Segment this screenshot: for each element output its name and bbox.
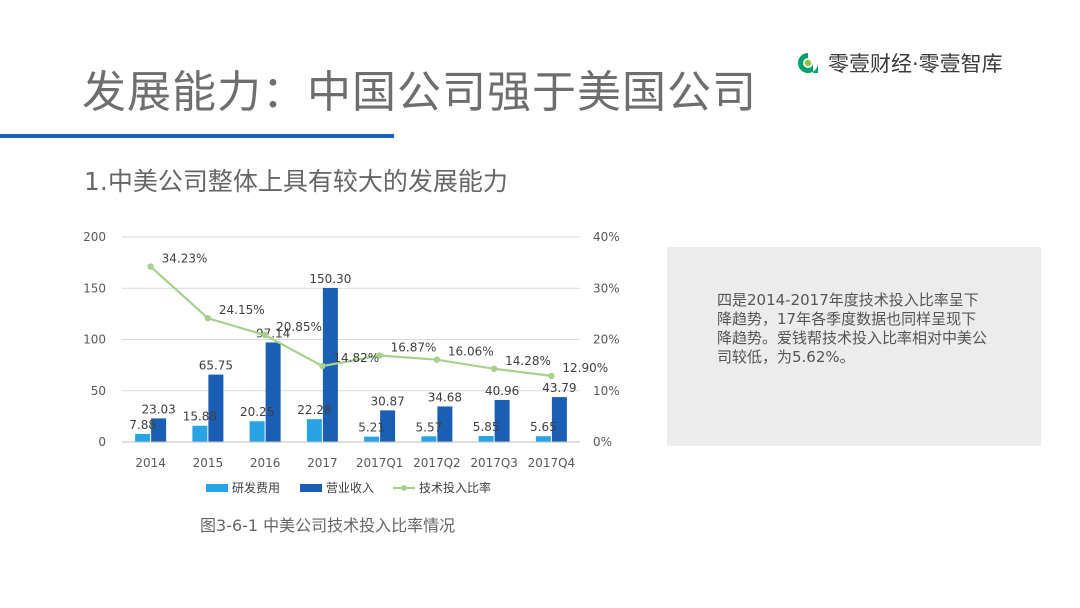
- x-tick-label: 2017Q3: [470, 456, 518, 470]
- bar-rd-expense: [192, 425, 208, 442]
- y-left-tick-label: 150: [83, 281, 106, 295]
- y-right-tick-label: 20%: [593, 333, 620, 347]
- legend-swatch-revenue: [300, 484, 322, 492]
- data-label-ratio: 16.06%: [448, 345, 494, 359]
- bar-rd-expense: [306, 419, 322, 442]
- y-left-tick-label: 50: [91, 384, 106, 398]
- y-left-tick-label: 100: [83, 333, 106, 347]
- bar-revenue: [380, 410, 396, 442]
- bar-revenue: [494, 400, 510, 442]
- legend-swatch-ratio-marker: [401, 485, 407, 491]
- data-label-ratio: 16.87%: [391, 341, 437, 355]
- bar-revenue: [208, 374, 224, 442]
- note-box: 四是2014-2017年度技术投入比率呈下降趋势，17年各季度数据也同样呈现下降…: [667, 247, 1041, 446]
- ratio-point: [204, 315, 212, 322]
- data-label-ratio: 14.28%: [505, 354, 551, 368]
- tech-investment-chart: 0 50 100 150 200 0% 10% 20% 30% 40% 7.88 23.03 2014 1…: [83, 230, 620, 495]
- data-label-revenue: 40.96: [485, 384, 519, 398]
- ratio-series-line: [149, 265, 552, 377]
- data-label-rd-expense: 5.85: [473, 420, 500, 434]
- data-label-ratio: 12.90%: [562, 361, 608, 375]
- data-label-revenue: 34.68: [428, 390, 462, 404]
- bar-rd-expense: [135, 433, 151, 442]
- bar-rd-expense: [421, 436, 437, 442]
- ratio-point: [376, 352, 383, 359]
- ratio-point: [490, 365, 498, 373]
- y-left-tick-label: 200: [83, 230, 106, 244]
- bar-revenue: [265, 342, 281, 442]
- brand-name: 零壹财经·零壹智库: [828, 52, 1003, 76]
- title-underline: [0, 134, 394, 138]
- y-left-tick-label: 0: [98, 435, 106, 449]
- data-label-rd-expense: 5.65: [530, 420, 557, 434]
- ratio-point: [433, 356, 441, 363]
- ratio-point: [548, 372, 555, 380]
- legend-label-ratio: 技术投入比率: [419, 480, 491, 495]
- note-text: 四是2014-2017年度技术投入比率呈下降趋势，17年各季度数据也同样呈现下降…: [717, 291, 988, 366]
- x-tick-label: 2014: [135, 456, 166, 470]
- x-tick-label: 2017Q2: [413, 456, 461, 470]
- data-label-rd-expense: 20.25: [240, 405, 274, 419]
- bar-rd-expense: [535, 436, 551, 442]
- data-label-rd-expense: 5.57: [416, 420, 443, 434]
- data-label-rd-expense: 7.88: [129, 418, 156, 432]
- bar-rd-expense: [364, 436, 380, 442]
- ratio-point: [261, 331, 269, 339]
- x-tick-label: 2017: [307, 456, 338, 470]
- bar-revenue: [151, 418, 167, 442]
- x-tick-label: 2016: [250, 456, 281, 470]
- bar-revenue: [551, 397, 567, 442]
- data-label-revenue: 23.03: [141, 402, 175, 416]
- bar-revenue: [437, 406, 453, 442]
- x-tick-label: 2017Q1: [356, 456, 404, 470]
- legend-label-rd-expense: 研发费用: [232, 480, 280, 495]
- brand-logo: 零壹财经·零壹智库: [796, 48, 1003, 78]
- ratio-point: [319, 362, 326, 370]
- y-right-tick-label: 40%: [593, 230, 620, 244]
- data-label-revenue: 30.87: [370, 394, 404, 408]
- data-label-ratio: 14.82%: [333, 351, 379, 365]
- ratio-point: [147, 263, 154, 270]
- data-label-ratio: 34.23%: [162, 252, 208, 266]
- data-label-ratio: 24.15%: [219, 303, 265, 317]
- data-label-revenue: 150.30: [309, 272, 351, 286]
- y-right-tick-label: 30%: [593, 281, 620, 295]
- data-label-ratio: 20.85%: [276, 320, 322, 334]
- x-tick-label: 2017Q4: [528, 456, 576, 470]
- data-label-rd-expense: 5.21: [358, 421, 385, 435]
- y-right-tick-label: 0%: [593, 435, 612, 449]
- data-label-rd-expense: 15.88: [183, 410, 217, 424]
- section-subtitle: 1.中美公司整体上具有较大的发展能力: [84, 167, 508, 196]
- page-title: 发展能力：中国公司强于美国公司: [82, 67, 757, 118]
- chart-caption: 图3-6-1 中美公司技术投入比率情况: [200, 516, 456, 535]
- data-label-rd-expense: 22.28: [297, 403, 331, 417]
- y-right-tick-label: 10%: [593, 384, 620, 398]
- bar-rd-expense: [478, 436, 494, 442]
- x-tick-label: 2015: [193, 456, 224, 470]
- bar-rd-expense: [249, 421, 265, 442]
- legend-swatch-rd-expense: [206, 484, 228, 492]
- legend-label-revenue: 营业收入: [326, 481, 374, 495]
- chart-container: 0 50 100 150 200 0% 10% 20% 30% 40% 7.88 23.03 2014 1…: [60, 220, 640, 520]
- data-label-revenue: 65.75: [199, 359, 233, 373]
- brand-logo-icon: [798, 53, 818, 73]
- data-label-revenue: 43.79: [542, 381, 576, 395]
